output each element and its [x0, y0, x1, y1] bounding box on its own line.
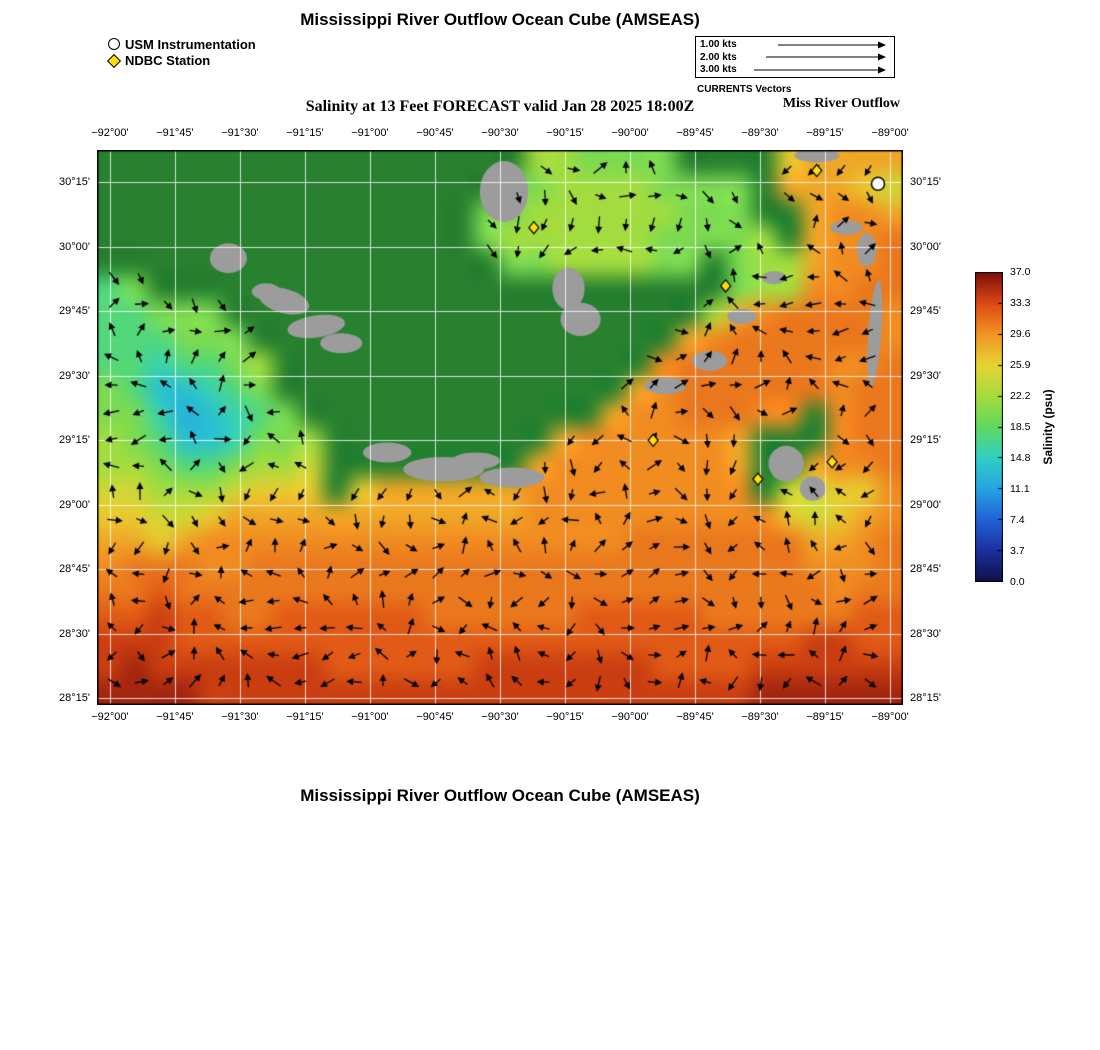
colorbar-tick-label: 7.4 [1010, 514, 1025, 526]
colorbar-tick-label: 14.8 [1010, 452, 1031, 464]
x-tick-label-top: −89°00' [871, 127, 909, 139]
y-tick-label-right: 29°30' [910, 369, 941, 382]
y-tick-label-right: 29°45' [910, 305, 941, 318]
y-tick-label-left: 30°00' [59, 240, 90, 253]
y-tick-label-right: 30°00' [910, 240, 941, 253]
colorbar-tick-label: 22.2 [1010, 390, 1031, 402]
vector-arrow-icon [778, 41, 886, 48]
vector-legend-row-1: 1.00 kts [700, 39, 890, 50]
y-tick-label-left: 29°00' [59, 498, 90, 511]
x-tick-label-top: −90°45' [416, 127, 454, 139]
colorbar-tick-label: 3.7 [1010, 545, 1025, 557]
colorbar-tick-label: 0.0 [1010, 576, 1025, 588]
forecast-subtitle: Salinity at 13 Feet FORECAST valid Jan 2… [305, 98, 695, 115]
x-tick-label-bottom: −89°30' [741, 711, 779, 723]
colorbar-tick-label: 25.9 [1010, 359, 1031, 371]
x-tick-label-top: −89°30' [741, 127, 779, 139]
y-tick-label-left: 30°15' [59, 176, 90, 189]
x-tick-label-bottom: −90°45' [416, 711, 454, 723]
usm-label: USM Instrumentation [125, 36, 256, 52]
colorbar-tick-label: 33.3 [1010, 297, 1031, 309]
x-tick-label-bottom: −89°00' [871, 711, 909, 723]
ndbc-label: NDBC Station [125, 52, 211, 68]
x-tick-label-bottom: −91°30' [221, 711, 259, 723]
page-title: Mississippi River Outflow Ocean Cube (AM… [300, 10, 700, 29]
colorbar-tick-label: 11.1 [1010, 483, 1030, 495]
vector-speed-label: 1.00 kts [700, 39, 737, 50]
currents-vectors-caption: CURRENTS Vectors [697, 84, 792, 95]
x-tick-label-top: −90°30' [481, 127, 519, 139]
legend-ndbc-row: NDBC Station [106, 52, 256, 68]
x-tick-label-bottom: −89°15' [806, 711, 844, 723]
x-tick-label-bottom: −91°15' [286, 711, 324, 723]
y-tick-label-right: 28°45' [910, 563, 941, 576]
page-title-bottom: Mississippi River Outflow Ocean Cube (AM… [300, 786, 700, 805]
x-tick-label-bottom: −90°30' [481, 711, 519, 723]
vector-arrow-icon [754, 66, 886, 73]
usm-circle-icon [108, 38, 120, 50]
x-tick-label-bottom: −92°00' [91, 711, 129, 723]
y-tick-label-right: 28°30' [910, 627, 941, 640]
x-tick-label-top: −91°45' [156, 127, 194, 139]
colorbar [975, 272, 1003, 582]
x-tick-label-top: −90°00' [611, 127, 649, 139]
currents-vector-legend: 1.00 kts 2.00 kts 3.00 kts [695, 36, 895, 78]
vector-speed-label: 3.00 kts [700, 64, 737, 75]
y-tick-label-right: 29°15' [910, 434, 941, 447]
ndbc-diamond-icon [106, 53, 122, 68]
y-tick-label-left: 29°45' [59, 305, 90, 318]
y-tick-label-left: 29°30' [59, 369, 90, 382]
y-tick-label-left: 29°15' [59, 434, 90, 447]
y-tick-label-left: 28°30' [59, 627, 90, 640]
y-tick-label-left: 28°45' [59, 563, 90, 576]
x-tick-label-top: −89°45' [676, 127, 714, 139]
vector-arrow-icon [766, 53, 886, 61]
colorbar-tick-label: 37.0 [1010, 266, 1031, 278]
x-tick-label-top: −89°15' [806, 127, 844, 139]
y-tick-label-left: 28°15' [59, 692, 90, 705]
x-tick-label-top: −90°15' [546, 127, 584, 139]
legend-usm-row: USM Instrumentation [108, 36, 256, 52]
x-tick-label-top: −91°15' [286, 127, 324, 139]
salinity-map-canvas [97, 150, 903, 705]
x-tick-label-bottom: −90°00' [611, 711, 649, 723]
x-tick-label-bottom: −91°45' [156, 711, 194, 723]
miss-river-outflow-label: Miss River Outflow [782, 96, 900, 111]
vector-legend-row-2: 2.00 kts [700, 52, 890, 63]
colorbar-tick-label: 18.5 [1010, 421, 1031, 433]
x-tick-label-top: −92°00' [91, 127, 129, 139]
y-tick-label-right: 30°15' [910, 176, 941, 189]
y-tick-label-right: 29°00' [910, 498, 941, 511]
station-legend: USM Instrumentation NDBC Station [106, 36, 256, 68]
vector-legend-row-3: 3.00 kts [700, 64, 890, 75]
x-tick-label-bottom: −90°15' [546, 711, 584, 723]
x-tick-label-top: −91°00' [351, 127, 389, 139]
map-area [97, 150, 903, 705]
x-tick-label-bottom: −89°45' [676, 711, 714, 723]
colorbar-tick-label: 29.6 [1010, 328, 1031, 340]
x-tick-label-top: −91°30' [221, 127, 259, 139]
x-tick-label-bottom: −91°00' [351, 711, 389, 723]
vector-speed-label: 2.00 kts [700, 51, 737, 63]
y-tick-label-right: 28°15' [910, 692, 941, 705]
